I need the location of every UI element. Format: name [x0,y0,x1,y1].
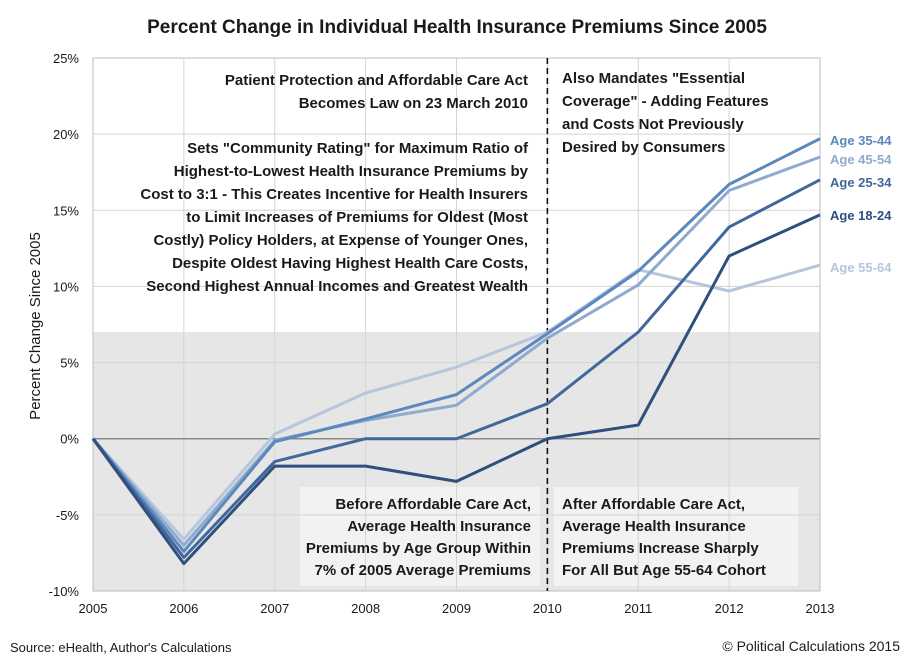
y-tick-label: 10% [53,279,79,294]
annotation-community-rating: Despite Oldest Having Highest Health Car… [172,255,528,272]
annotation-mandates: Also Mandates "Essential [562,70,745,87]
source-note: Source: eHealth, Author's Calculations [10,640,232,655]
series-line [91,137,821,553]
annotation-mandates: and Costs Not Previously [562,116,744,133]
x-tick-label: 2006 [169,601,198,616]
x-tick-label: 2013 [806,601,835,616]
x-tick-label: 2007 [260,601,289,616]
y-tick-label: -10% [49,584,80,599]
annotation-before: 7% of 2005 Average Premiums [315,562,532,579]
y-tick-label: 20% [53,127,79,142]
series-line [91,155,821,547]
y-tick-label: 15% [53,203,79,218]
y-axis-label: Percent Change Since 2005 [27,232,44,420]
annotation-community-rating: Cost to 3:1 - This Creates Incentive for… [140,186,528,203]
annotation-ppaca: Patient Protection and Affordable Care A… [225,72,528,89]
copyright-note: © Political Calculations 2015 [722,638,900,654]
plot-frame [92,57,821,592]
x-tick-label: 2009 [442,601,471,616]
before-note-box [300,487,540,586]
x-tick-label: 2005 [79,601,108,616]
annotation-mandates: Desired by Consumers [562,139,725,156]
series-line [91,178,821,559]
annotation-community-rating: Costly) Policy Holders, at Expense of Yo… [153,232,528,249]
chart-title: Percent Change in Individual Health Insu… [147,17,767,38]
annotation-before: Premiums by Age Group Within [306,540,531,557]
y-tick-label: 25% [53,51,79,66]
legend-entry: Age 35-44 [830,133,892,148]
x-tick-label: 2008 [351,601,380,616]
legend-entry: Age 18-24 [830,208,892,223]
annotation-ppaca: Becomes Law on 23 March 2010 [299,95,528,112]
annotation-community-rating: Highest-to-Lowest Health Insurance Premi… [174,163,529,180]
annotation-community-rating: to Limit Increases of Premiums for Oldes… [186,209,528,226]
annotation-after: After Affordable Care Act, [562,496,745,513]
series-line [91,213,821,566]
y-tick-label: -5% [56,508,80,523]
series-line [91,263,821,541]
legend-entry: Age 25-34 [830,175,892,190]
annotation-after: Premiums Increase Sharply [562,540,759,557]
annotation-mandates: Coverage" - Adding Features [562,93,769,110]
legend-entry: Age 45-54 [830,152,892,167]
annotation-community-rating: Sets "Community Rating" for Maximum Rati… [187,140,529,157]
text-layer: -10% -5% 0% 5% 10% 15% 20% 25% 2005 2006 2007 2008 2… [49,51,893,616]
y-tick-label: 0% [60,432,79,447]
annotation-before: Average Health Insurance [347,518,531,535]
x-tick-label: 2011 [624,601,652,616]
annotation-before: Before Affordable Care Act, [335,496,531,513]
annotation-after: For All But Age 55-64 Cohort [562,562,766,579]
annotation-community-rating: Second Highest Annual Incomes and Greate… [146,278,528,295]
x-tick-label: 2012 [715,601,744,616]
legend-entry: Age 55-64 [830,260,892,275]
x-tick-label: 2010 [533,601,562,616]
annotation-after: Average Health Insurance [562,518,746,535]
y-tick-label: 5% [60,356,79,371]
after-note-box [554,487,798,586]
line-layer [91,137,821,566]
